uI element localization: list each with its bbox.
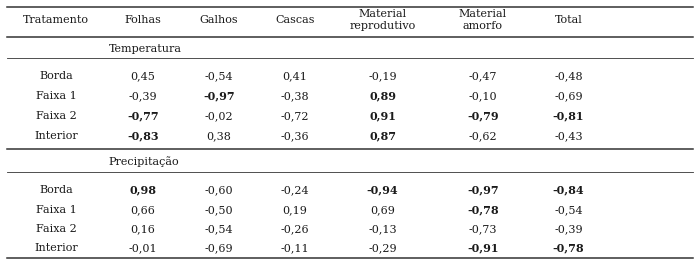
Text: Interior: Interior [34, 243, 78, 253]
Text: -0,26: -0,26 [281, 224, 309, 234]
Text: 0,16: 0,16 [130, 224, 155, 234]
Text: -0,79: -0,79 [467, 110, 499, 122]
Text: 0,19: 0,19 [283, 205, 307, 215]
Text: -0,54: -0,54 [205, 224, 233, 234]
Text: 0,66: 0,66 [130, 205, 155, 215]
Text: -0,02: -0,02 [205, 111, 233, 121]
Text: Temperatura: Temperatura [108, 44, 181, 54]
Text: -0,50: -0,50 [205, 205, 233, 215]
Text: -0,13: -0,13 [368, 224, 397, 234]
Text: -0,97: -0,97 [203, 90, 235, 102]
Text: Borda: Borda [39, 71, 73, 81]
Text: -0,94: -0,94 [367, 185, 398, 195]
Text: -0,97: -0,97 [467, 185, 499, 195]
Text: -0,72: -0,72 [281, 111, 309, 121]
Text: 0,98: 0,98 [130, 185, 156, 195]
Text: -0,38: -0,38 [281, 91, 309, 101]
Text: -0,29: -0,29 [368, 243, 397, 253]
Text: -0,69: -0,69 [205, 243, 233, 253]
Text: -0,39: -0,39 [129, 91, 157, 101]
Text: Cascas: Cascas [275, 15, 315, 25]
Text: Faixa 2: Faixa 2 [36, 111, 76, 121]
Text: 0,45: 0,45 [130, 71, 155, 81]
Text: -0,10: -0,10 [469, 91, 497, 101]
Text: -0,84: -0,84 [552, 185, 584, 195]
Text: 0,41: 0,41 [283, 71, 307, 81]
Text: Faixa 1: Faixa 1 [36, 91, 76, 101]
Text: Galhos: Galhos [199, 15, 239, 25]
Text: Precipitação: Precipitação [108, 156, 179, 168]
Text: -0,54: -0,54 [554, 205, 582, 215]
Text: -0,83: -0,83 [127, 130, 159, 141]
Text: -0,54: -0,54 [205, 71, 233, 81]
Text: Borda: Borda [39, 185, 73, 195]
Text: -0,48: -0,48 [554, 71, 582, 81]
Text: -0,11: -0,11 [281, 243, 309, 253]
Text: -0,62: -0,62 [469, 131, 497, 141]
Text: Folhas: Folhas [125, 15, 161, 25]
Text: -0,78: -0,78 [552, 242, 584, 254]
Text: Material
amorfo: Material amorfo [459, 9, 507, 31]
Text: 0,38: 0,38 [206, 131, 232, 141]
Text: -0,47: -0,47 [469, 71, 497, 81]
Text: 0,87: 0,87 [369, 130, 396, 141]
Text: -0,78: -0,78 [467, 205, 499, 215]
Text: -0,01: -0,01 [129, 243, 157, 253]
Text: Total: Total [554, 15, 582, 25]
Text: -0,81: -0,81 [553, 110, 584, 122]
Text: -0,39: -0,39 [554, 224, 582, 234]
Text: Faixa 1: Faixa 1 [36, 205, 76, 215]
Text: -0,43: -0,43 [554, 131, 582, 141]
Text: 0,69: 0,69 [370, 205, 395, 215]
Text: -0,19: -0,19 [368, 71, 397, 81]
Text: Material
reprodutivo: Material reprodutivo [349, 9, 416, 31]
Text: Tratamento: Tratamento [23, 15, 89, 25]
Text: Interior: Interior [34, 131, 78, 141]
Text: -0,77: -0,77 [127, 110, 159, 122]
Text: -0,24: -0,24 [281, 185, 309, 195]
Text: 0,91: 0,91 [369, 110, 396, 122]
Text: -0,91: -0,91 [467, 242, 498, 254]
Text: 0,89: 0,89 [369, 90, 396, 102]
Text: -0,60: -0,60 [205, 185, 233, 195]
Text: -0,73: -0,73 [469, 224, 497, 234]
Text: -0,36: -0,36 [281, 131, 309, 141]
Text: Faixa 2: Faixa 2 [36, 224, 76, 234]
Text: -0,69: -0,69 [554, 91, 582, 101]
